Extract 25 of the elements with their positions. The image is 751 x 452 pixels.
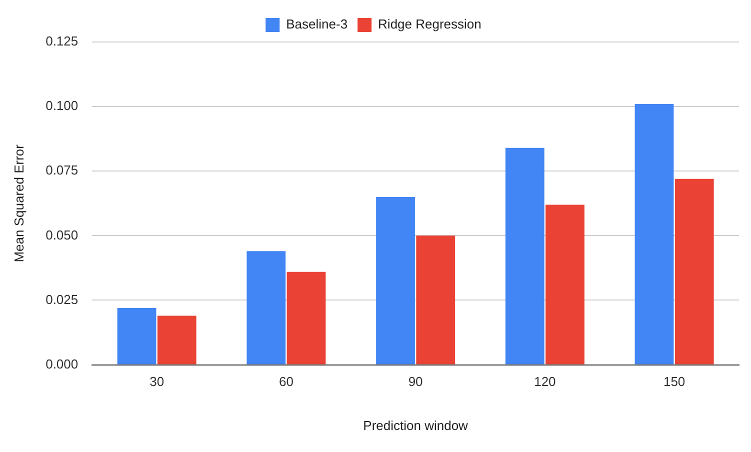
- bar: [416, 236, 456, 364]
- bar: [157, 316, 196, 364]
- y-tick-label: 0.000: [46, 356, 78, 372]
- y-tick-label: 0.100: [46, 98, 78, 114]
- bar: [546, 204, 584, 364]
- bar: [674, 178, 714, 364]
- y-tick-label: 0.125: [46, 34, 78, 49]
- bar: [117, 308, 156, 364]
- bar: [286, 272, 326, 364]
- x-tick-label: 150: [663, 374, 686, 390]
- x-tick-label: 60: [278, 374, 294, 390]
- x-tick-label: 30: [150, 374, 164, 390]
- y-tick-label: 0.050: [46, 227, 78, 242]
- y-tick-label: 0.075: [46, 162, 78, 178]
- legend-label: Ridge Regression: [378, 16, 482, 32]
- x-tick-label: 120: [534, 374, 556, 390]
- x-tick-label: 90: [408, 374, 423, 390]
- y-axis-title: Mean Squared Error: [11, 144, 26, 262]
- bar: [246, 251, 286, 364]
- bar: [505, 148, 544, 364]
- legend-label: Baseline-3: [286, 16, 348, 32]
- bar: [376, 196, 415, 364]
- y-tick-label: 0.025: [46, 292, 78, 307]
- bar: [634, 104, 674, 364]
- x-axis-title: Prediction window: [363, 418, 469, 433]
